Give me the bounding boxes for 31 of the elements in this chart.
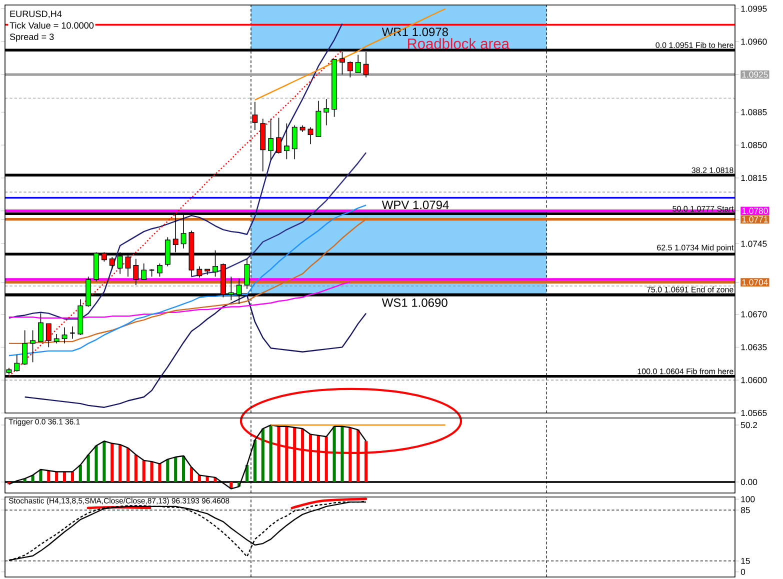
annotation: Roadblock area — [408, 38, 510, 49]
annotation: Spread = 3 — [10, 33, 54, 42]
y-tick-label: 1.0565 — [741, 410, 767, 416]
y-tick-label: 1.0925 — [742, 71, 768, 78]
ref-line-label: 100.0 1.0604 Fib from here — [638, 368, 734, 374]
y-tick-label: 50.2 — [740, 422, 758, 428]
y-tick-label: 1.0635 — [741, 344, 767, 350]
y-tick-label: 15 — [741, 558, 750, 564]
ref-line-label: WS1 1.0690 — [382, 298, 448, 307]
y-tick-label: 100 — [741, 496, 755, 502]
y-tick-label: 1.0670 — [741, 311, 767, 318]
annotation: Tick Value = 10.0000 — [10, 22, 94, 29]
ref-line-label: 38.2 1.0818 — [692, 167, 734, 174]
y-tick-label: 1.0885 — [741, 109, 767, 116]
ref-line-label: 62.5 1.0734 Mid point — [657, 244, 734, 252]
y-tick-label: 1.0960 — [741, 38, 767, 45]
y-tick-label: 0.00 — [740, 478, 758, 486]
y-tick-label: 0 — [740, 568, 746, 575]
y-tick-label: 1.0815 — [741, 174, 767, 182]
y-tick-label: 1.0704 — [742, 279, 768, 286]
ref-line-label: 75.0 1.0691 End of zone — [646, 286, 734, 292]
ref-line-label: WPV 1.0794 — [382, 200, 449, 210]
y-tick-label: 85 — [740, 507, 750, 514]
y-tick-label: 1.0995 — [741, 6, 767, 12]
y-tick-label: 1.0745 — [741, 240, 767, 247]
y-tick-label: 1.0850 — [741, 142, 767, 148]
text: EURUSD,H4 — [10, 10, 62, 18]
y-tick-label: 1.0780 — [742, 208, 768, 214]
ref-line-label: 0.0 1.0951 Fib to here — [656, 42, 734, 48]
y-tick-label: 1.0771 — [742, 216, 768, 222]
y-tick-label: 1.0600 — [741, 377, 767, 384]
